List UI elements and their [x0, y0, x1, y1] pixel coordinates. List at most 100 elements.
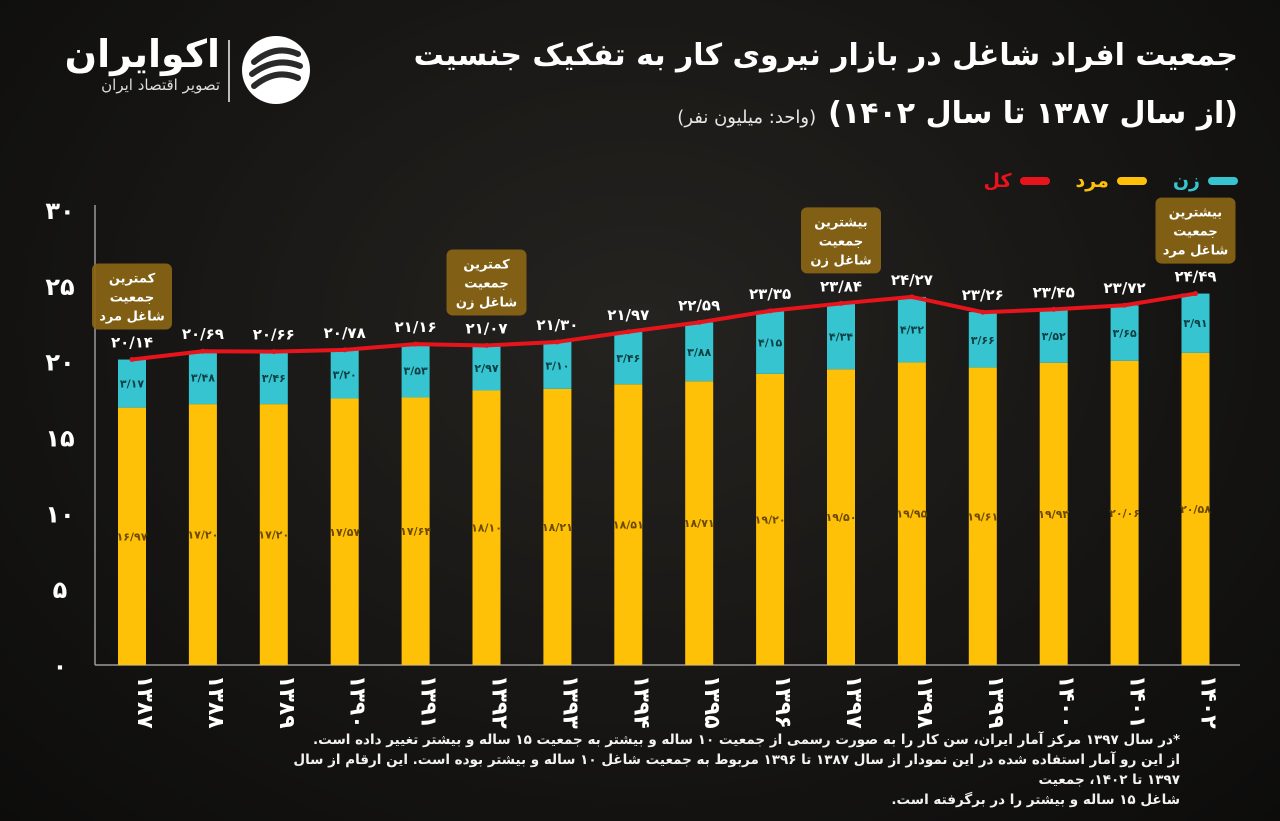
bar-label-women: ۳/۴۸: [191, 372, 215, 385]
bar-label-men: ۱۹/۵۰: [826, 511, 857, 524]
bar-label-women: ۴/۳۴: [829, 330, 853, 343]
ekoiran-logo-icon: [242, 36, 310, 104]
x-tick-label: ۱۳۹۸: [912, 675, 937, 729]
total-value-label: ۲۱/۳۰: [536, 316, 578, 334]
annotation-text: کمترین: [463, 257, 510, 272]
y-tick-label: ۵: [53, 576, 68, 604]
x-tick-label: ۱۴۰۰: [1054, 675, 1079, 729]
bar-women: [614, 331, 643, 385]
total-line: [131, 291, 1196, 362]
bar-men: [1181, 352, 1210, 665]
total-point: [342, 347, 348, 353]
annotation-text: بیشترین: [1169, 206, 1222, 221]
bar-label-men: ۱۷/۶۴: [400, 525, 431, 538]
footnote-line: *در سال ۱۳۹۷ مرکز آمار ایران، سن کار را …: [313, 732, 1180, 748]
chart-legend: زن مرد کل: [983, 170, 1238, 192]
bar-women: [543, 341, 572, 389]
bar-women: [897, 296, 926, 363]
total-point: [484, 342, 489, 348]
bar-women: [330, 349, 359, 399]
total-value-label: ۲۱/۱۶: [395, 318, 437, 336]
bar-label-men: ۱۷/۵۷: [329, 526, 360, 539]
footnote: *در سال ۱۳۹۷ مرکز آمار ایران، سن کار را …: [280, 730, 1180, 810]
bar-men: [330, 398, 359, 665]
brand-text: اکوایران تصویر اقتصاد ایران: [50, 32, 220, 94]
total-value-label: ۲۳/۲۶: [962, 286, 1004, 304]
total-value-label: ۲۰/۶۶: [253, 326, 295, 344]
bar-men: [259, 404, 288, 665]
legend-swatch-men: [1116, 177, 1147, 185]
bar-label-men: ۱۹/۶۱: [967, 510, 998, 523]
annotation-box: [1155, 197, 1236, 264]
bar-label-men: ۱۶/۹۷: [117, 530, 148, 543]
x-tick-label: ۱۳۹۹: [983, 675, 1008, 729]
y-tick-label: ۱۵: [45, 425, 74, 453]
x-tick-label: ۱۳۹۶: [770, 675, 795, 729]
bar-men: [827, 369, 855, 665]
bar-label-women: ۳/۵۳: [404, 365, 428, 378]
bar-women: [827, 303, 855, 370]
bar-women: [472, 345, 501, 391]
bar-men: [897, 362, 926, 665]
bar-label-women: ۳/۱۰: [545, 359, 569, 372]
bar-label-women: ۳/۴۶: [262, 372, 286, 385]
total-value-label: ۲۰/۱۴: [111, 334, 153, 352]
total-value-label: ۲۲/۵۹: [678, 296, 720, 314]
total-point: [413, 341, 419, 347]
bar-label-men: ۲۰/۵۸: [1180, 503, 1211, 516]
total-point: [767, 308, 773, 314]
bar-women: [188, 351, 217, 405]
total-value-label: ۲۳/۷۲: [1104, 279, 1146, 297]
bar-label-women: ۳/۶۶: [971, 334, 995, 347]
legend-label-men: مرد: [1075, 170, 1109, 192]
bar-women: [118, 359, 146, 408]
total-value-label: ۲۴/۴۹: [1174, 268, 1216, 286]
bar-men: [968, 367, 997, 665]
total-value-label: ۲۱/۰۷: [465, 319, 507, 337]
legend-swatch-women: [1208, 177, 1238, 185]
legend-item-women: زن: [1173, 170, 1238, 192]
total-point: [909, 294, 915, 300]
total-value-label: ۲۳/۳۵: [749, 285, 791, 303]
bar-label-women: ۳/۶۵: [1113, 327, 1137, 340]
bar-label-women: ۳/۹۱: [1183, 317, 1207, 330]
y-tick-label: ۱۰: [45, 500, 74, 528]
x-tick-label: ۱۳۹۴: [628, 675, 653, 729]
bar-label-men: ۱۸/۱۰: [471, 522, 502, 535]
total-point: [129, 357, 135, 363]
annotation-box: [801, 207, 881, 274]
chart-subtitle: (از سال ۱۳۸۷ تا سال ۱۴۰۲): [828, 96, 1238, 131]
bar-men: [685, 381, 714, 665]
total-point: [1122, 302, 1128, 308]
footnote-line: شاغل ۱۵ ساله و بیشتر را در برگرفته است.: [891, 792, 1180, 808]
bar-label-men: ۱۸/۵۱: [613, 519, 644, 532]
annotation-text: جمعیت: [1173, 225, 1218, 240]
total-point: [696, 319, 702, 325]
total-point: [271, 349, 277, 355]
bar-men: [118, 407, 146, 665]
brand-name: اکوایران: [64, 32, 220, 76]
bar-label-women: ۳/۱۷: [120, 378, 144, 391]
total-value-label: ۲۴/۲۷: [891, 271, 933, 289]
bar-men: [756, 373, 785, 665]
x-tick-label: ۱۳۹۳: [557, 675, 582, 729]
bar-men: [472, 390, 501, 665]
legend-item-total: کل: [983, 170, 1050, 192]
bar-label-men: ۱۹/۹۳: [1038, 508, 1069, 521]
bar-label-men: ۱۹/۹۵: [896, 508, 927, 521]
annotation-text: بیشترین: [814, 215, 867, 230]
bar-women: [756, 310, 785, 374]
bar-label-men: ۱۷/۲۰: [258, 529, 289, 542]
bar-label-women: ۴/۱۵: [758, 336, 782, 349]
total-point: [980, 309, 986, 315]
bar-label-women: ۳/۸۸: [687, 346, 711, 359]
bar-label-men: ۱۷/۲۰: [187, 529, 218, 542]
bar-label-women: ۳/۲۰: [333, 368, 357, 381]
bar-men: [188, 404, 217, 665]
bar-label-women: ۲/۹۷: [474, 362, 498, 375]
bar-women: [1110, 305, 1139, 361]
total-value-label: ۲۰/۷۸: [324, 324, 366, 342]
bar-men: [543, 388, 572, 665]
total-point: [625, 329, 631, 335]
annotation-text: شاغل مرد: [1163, 244, 1228, 259]
